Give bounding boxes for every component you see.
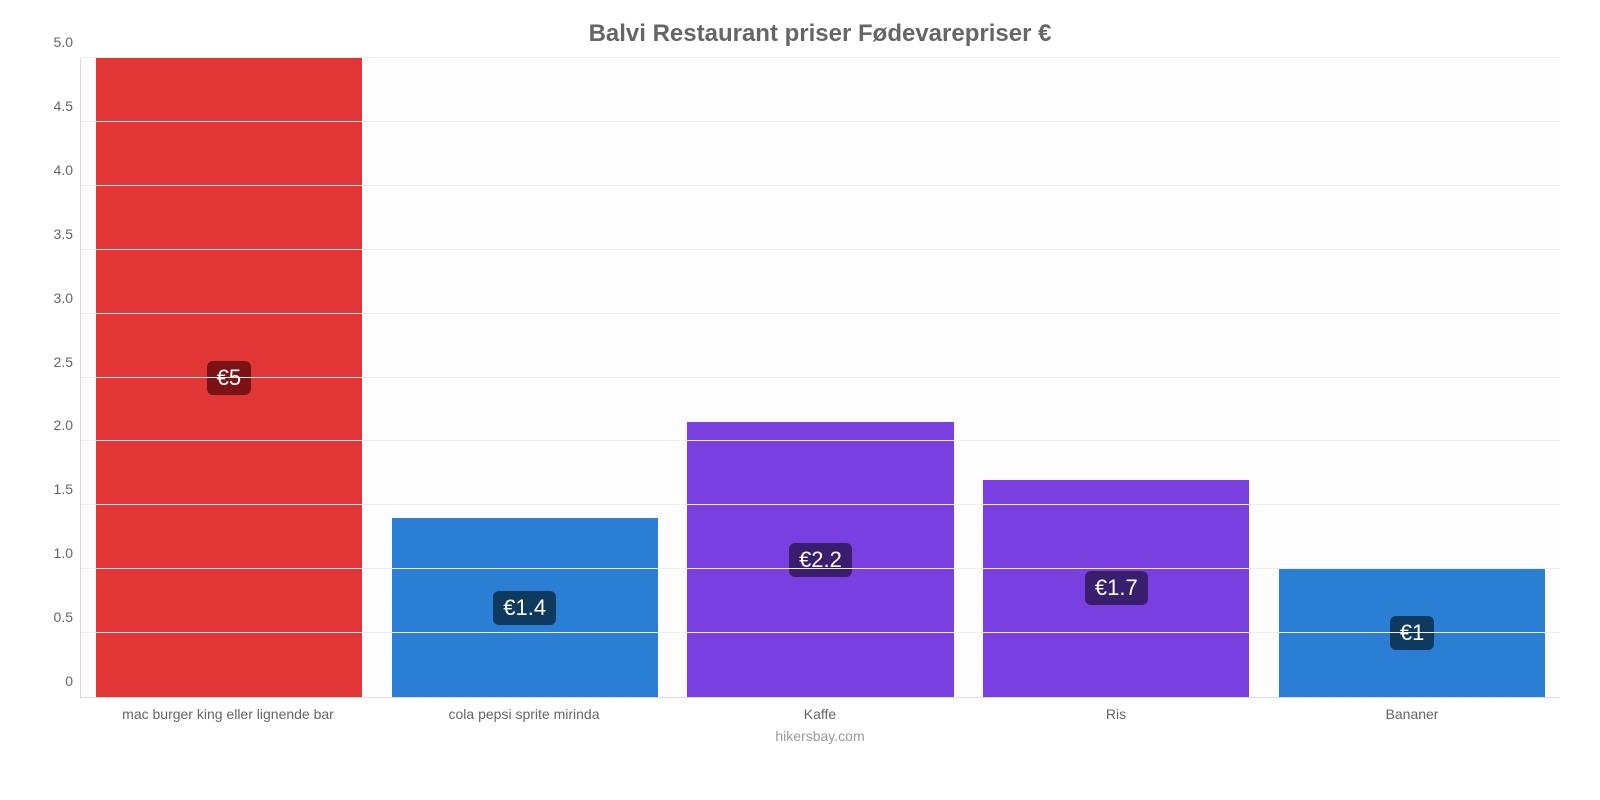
x-axis-labels: mac burger king eller lignende barcola p… — [80, 706, 1560, 722]
bar-slot: €1 — [1264, 58, 1560, 697]
x-axis-label: mac burger king eller lignende bar — [80, 706, 376, 722]
bar: €2.2 — [687, 422, 953, 697]
y-tick-label: 1.0 — [54, 545, 81, 561]
y-tick-label: 4.5 — [54, 98, 81, 114]
value-badge: €5 — [207, 361, 251, 395]
chart-container: Balvi Restaurant priser Fødevarepriser €… — [0, 0, 1600, 800]
y-tick-label: 2.0 — [54, 417, 81, 433]
grid-line — [81, 57, 1560, 58]
y-tick-label: 5.0 — [54, 34, 81, 50]
bar: €1.4 — [392, 518, 658, 697]
bar-slot: €1.7 — [968, 58, 1264, 697]
bar-slot: €2.2 — [673, 58, 969, 697]
y-tick-label: 3.5 — [54, 226, 81, 242]
value-badge: €1.7 — [1085, 571, 1148, 605]
value-badge: €1.4 — [493, 591, 556, 625]
y-tick-label: 2.5 — [54, 354, 81, 370]
y-tick-label: 4.0 — [54, 162, 81, 178]
grid-line — [81, 568, 1560, 569]
grid-line — [81, 249, 1560, 250]
bar-slot: €5 — [81, 58, 377, 697]
chart-title: Balvi Restaurant priser Fødevarepriser € — [80, 20, 1560, 48]
bar: €1.7 — [983, 480, 1249, 697]
grid-line — [81, 632, 1560, 633]
grid-line — [81, 121, 1560, 122]
grid-line — [81, 504, 1560, 505]
y-tick-label: 0 — [65, 673, 81, 689]
value-badge: €2.2 — [789, 543, 852, 577]
bar: €5 — [96, 58, 362, 697]
plot-area: €5€1.4€2.2€1.7€1 00.51.01.52.02.53.03.54… — [80, 58, 1560, 698]
attribution-text: hikersbay.com — [80, 728, 1560, 744]
bar-slot: €1.4 — [377, 58, 673, 697]
x-axis-label: cola pepsi sprite mirinda — [376, 706, 672, 722]
x-axis-label: Ris — [968, 706, 1264, 722]
x-axis-label: Bananer — [1264, 706, 1560, 722]
x-axis-label: Kaffe — [672, 706, 968, 722]
bars-group: €5 €1.4 €2.2 €1.7 €1 — [81, 58, 1560, 697]
grid-line — [81, 440, 1560, 441]
grid-line — [81, 313, 1560, 314]
y-tick-label: 3.0 — [54, 290, 81, 306]
grid-line — [81, 185, 1560, 186]
y-tick-label: 1.5 — [54, 481, 81, 497]
grid-line — [81, 377, 1560, 378]
y-tick-label: 0.5 — [54, 609, 81, 625]
